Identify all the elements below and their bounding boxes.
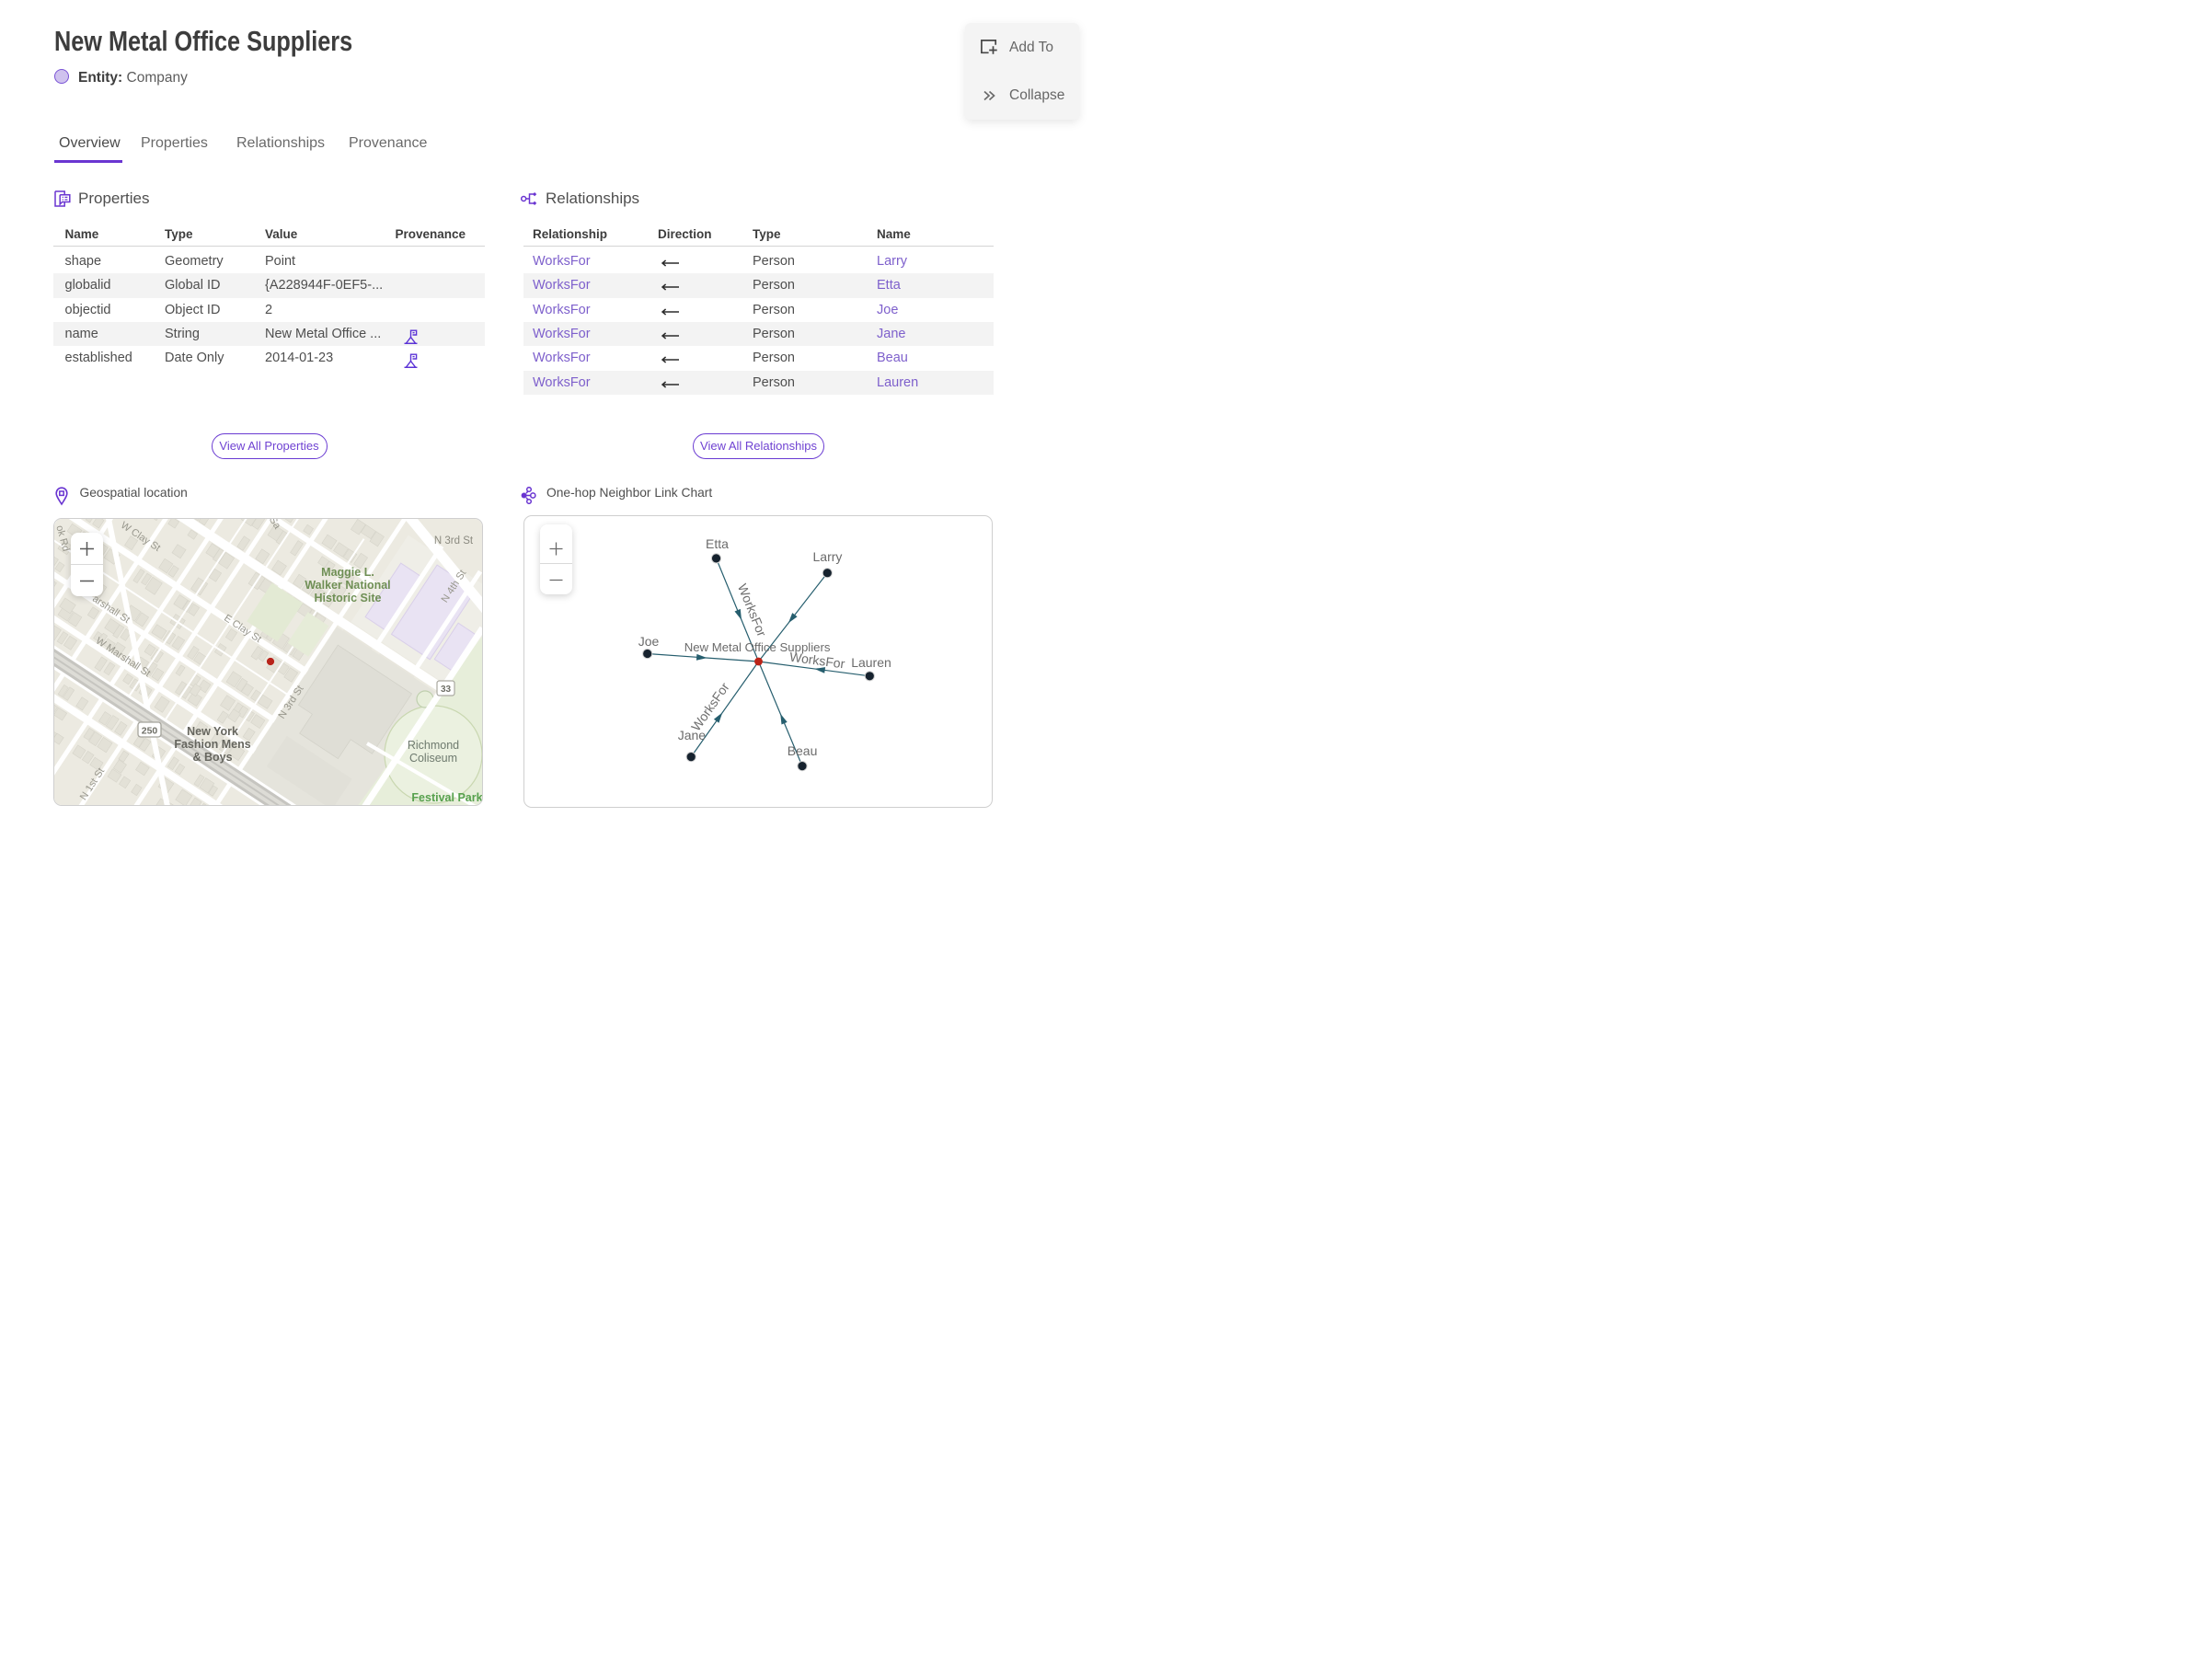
svg-text:Beau: Beau	[788, 743, 818, 758]
svg-text:33: 33	[440, 685, 451, 695]
svg-text:Larry: Larry	[813, 549, 843, 564]
svg-text:Coliseum: Coliseum	[408, 752, 456, 765]
svg-text:WorksFor: WorksFor	[789, 650, 846, 672]
svg-text:Etta: Etta	[706, 536, 729, 551]
svg-text:WorksFor: WorksFor	[688, 680, 732, 734]
svg-text:250: 250	[141, 725, 157, 736]
svg-text:Fashion Mens: Fashion Mens	[174, 738, 250, 751]
svg-text:Lauren: Lauren	[851, 655, 891, 670]
svg-text:Historic Site: Historic Site	[314, 592, 381, 604]
svg-text:New York: New York	[187, 725, 238, 738]
svg-text:& Boys: & Boys	[192, 751, 232, 764]
svg-text:New Metal Office Suppliers: New Metal Office Suppliers	[684, 640, 831, 654]
svg-text:Joe: Joe	[638, 634, 660, 649]
svg-text:Jane: Jane	[678, 728, 707, 742]
svg-text:Maggie L.: Maggie L.	[321, 566, 374, 579]
svg-text:N 3rd St: N 3rd St	[433, 535, 473, 547]
svg-text:Richmond: Richmond	[407, 739, 458, 752]
svg-text:Festival Park: Festival Park	[411, 791, 482, 804]
svg-text:Walker National: Walker National	[305, 579, 390, 592]
